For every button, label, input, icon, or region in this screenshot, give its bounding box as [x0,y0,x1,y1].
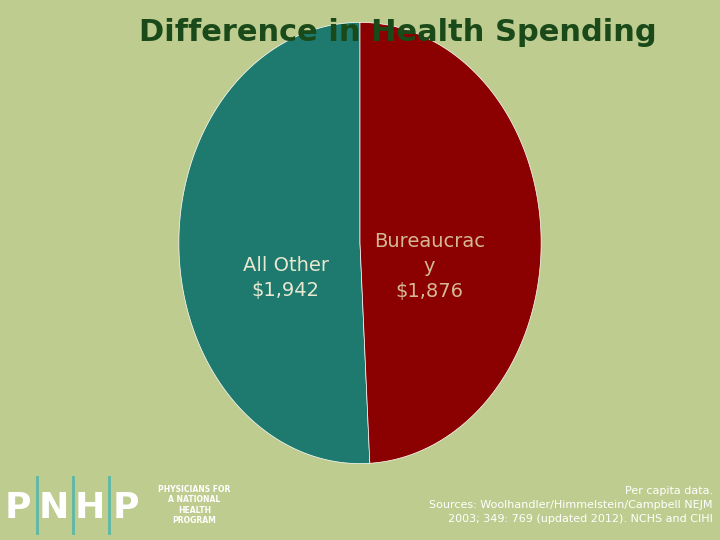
Polygon shape [179,22,370,463]
Text: Difference in Health Spending: Difference in Health Spending [140,18,657,47]
Text: H: H [75,491,105,525]
Text: All Other
$1,942: All Other $1,942 [243,256,329,300]
Text: PHYSICIANS FOR
A NATIONAL
HEALTH
PROGRAM: PHYSICIANS FOR A NATIONAL HEALTH PROGRAM [158,485,230,525]
Text: Bureaucrac
y
$1,876: Bureaucrac y $1,876 [374,232,485,301]
Text: P: P [5,491,31,525]
Text: Per capita data.
Sources: Woolhandler/Himmelstein/Campbell NEJM
2003; 349: 769 (: Per capita data. Sources: Woolhandler/Hi… [429,486,713,524]
Polygon shape [360,22,541,463]
Text: P: P [113,491,139,525]
Text: N: N [39,491,69,525]
